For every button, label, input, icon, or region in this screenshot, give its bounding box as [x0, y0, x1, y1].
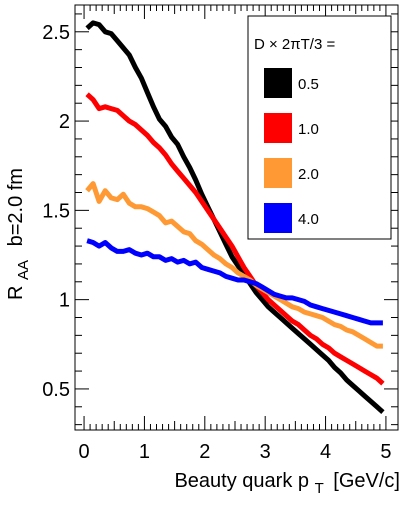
x-tick-label: 0	[78, 441, 89, 463]
series-line-4.0	[86, 238, 383, 326]
x-axis-title: Beauty quark p T [GeV/c]	[174, 470, 400, 498]
legend-label-1.0: 1.0	[298, 121, 319, 138]
plot-frame	[74, 4, 399, 431]
legend-label-4.0: 4.0	[298, 211, 319, 228]
y-axis-title: R AA b=2.0 fm	[5, 168, 33, 300]
legend-items: 0.5 1.0 2.0 4.0	[264, 68, 319, 233]
plot-border	[74, 4, 399, 431]
tick-labels: 0 1 2 3 4 5 0.5 1 1.5 2 2.5	[42, 22, 391, 463]
legend-swatch-4.0	[264, 203, 292, 233]
legend-label-0.5: 0.5	[298, 76, 319, 93]
x-axis-unit: [GeV/c]	[333, 470, 400, 492]
legend-label-2.0: 2.0	[298, 166, 319, 183]
axis-ticks	[75, 5, 398, 430]
legend-swatch-2.0	[264, 158, 292, 188]
x-axis-label-sub: T	[315, 480, 324, 497]
svg-text:R AA b=2.0 fm: R AA b=2.0 fm	[5, 168, 33, 300]
x-tick-label: 3	[260, 441, 271, 463]
y-axis-label: R	[5, 286, 27, 300]
y-tick-label: 1.5	[42, 200, 70, 222]
y-tick-label: 2.5	[42, 22, 70, 44]
legend-swatch-0.5	[264, 68, 292, 98]
series-lines	[85, 20, 385, 414]
x-axis-label: Beauty quark p	[174, 470, 309, 492]
x-tick-label: 1	[139, 441, 150, 463]
y-tick-label: 2	[59, 111, 70, 133]
y-axis-label-extra: b=2.0 fm	[5, 168, 27, 246]
series-line-0.5	[85, 20, 385, 414]
y-tick-label: 0.5	[42, 379, 70, 401]
y-axis-label-sub: AA	[15, 260, 32, 280]
legend: D × 2πT/3 = 0.5 1.0 2.0 4.0	[247, 15, 392, 240]
legend-title: D × 2πT/3 =	[254, 36, 335, 53]
y-tick-label: 1	[59, 290, 70, 312]
x-tick-label: 5	[380, 441, 391, 463]
series-line-1.0	[85, 92, 385, 386]
legend-swatch-1.0	[264, 113, 292, 143]
x-tick-label: 4	[320, 441, 331, 463]
series-line-2.0	[85, 181, 383, 349]
x-tick-label: 2	[199, 441, 210, 463]
